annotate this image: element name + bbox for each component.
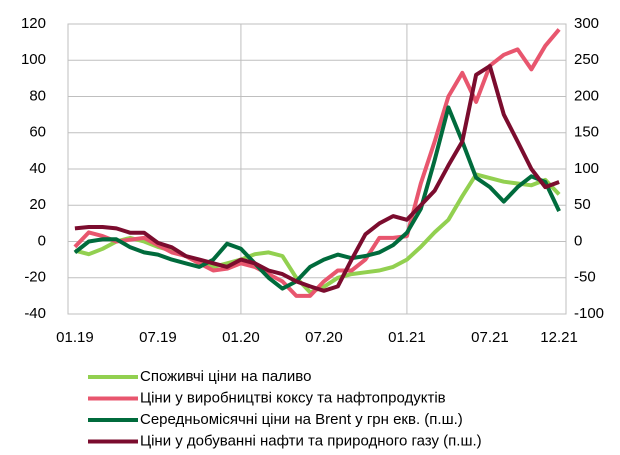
y-tick-label: 40 xyxy=(29,160,46,177)
y-tick-label: 120 xyxy=(21,15,46,32)
y2-tick-label: 100 xyxy=(574,160,599,177)
x-tick-label: 07.19 xyxy=(139,329,177,346)
x-tick-label: 12.21 xyxy=(540,329,578,346)
y2-tick-label: 300 xyxy=(574,15,599,32)
x-tick-label: 01.21 xyxy=(388,329,426,346)
series-line xyxy=(74,64,560,293)
y2-tick-label: 200 xyxy=(574,87,599,104)
y-tick-label: 60 xyxy=(29,124,46,141)
series-line xyxy=(73,105,561,291)
legend-label: Споживчі ціни на паливо xyxy=(140,368,311,385)
y2-tick-label: 250 xyxy=(574,51,599,68)
y-tick-label: 80 xyxy=(29,87,46,104)
y-tick-label: -20 xyxy=(24,269,46,286)
plot-frame xyxy=(67,23,567,315)
y2-tick-label: 50 xyxy=(574,196,591,213)
x-tick-label: 01.19 xyxy=(56,329,94,346)
legend-label: Ціни у виробництві коксу та нафтопродукт… xyxy=(140,389,446,406)
y-tick-label: 20 xyxy=(29,196,46,213)
x-tick-label: 07.20 xyxy=(305,329,343,346)
y2-tick-label: -50 xyxy=(574,269,596,286)
legend-label: Середньомісячні ціни на Brent у грн екв.… xyxy=(140,411,463,428)
y2-tick-label: 150 xyxy=(574,124,599,141)
y2-tick-label: -100 xyxy=(574,305,604,322)
x-tick-label: 07.21 xyxy=(471,329,509,346)
x-tick-label: 01.20 xyxy=(222,329,260,346)
y2-tick-label: 0 xyxy=(574,232,582,249)
y-tick-label: 0 xyxy=(38,232,46,249)
legend-label: Ціни у добуванні нафти та природного газ… xyxy=(140,432,482,449)
y-tick-label: -40 xyxy=(24,305,46,322)
y-tick-label: 100 xyxy=(21,51,46,68)
